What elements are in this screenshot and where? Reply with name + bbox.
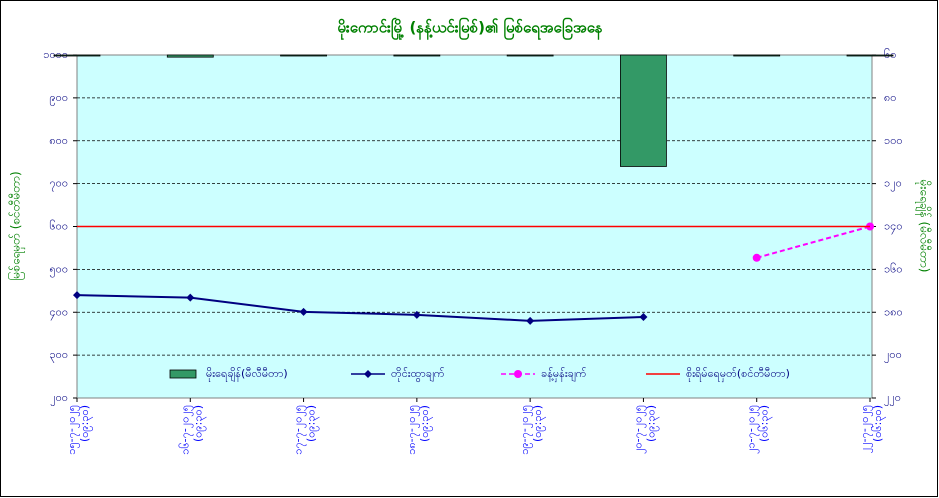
legend-label: ခန့်မှန်းချက် [541, 367, 587, 382]
y2-tick-label: ၁၂၀ [884, 177, 902, 192]
marker [186, 293, 195, 302]
legend-label: တိုင်းထွာချက် [391, 367, 445, 382]
legend-label: မိုးရေချိန်(မီလီမီတာ) [206, 367, 288, 382]
y2-tick-label: ၁၀၀ [884, 134, 903, 147]
line [76, 294, 644, 322]
x-tick-label: ၁၆-၇-၂၀၂၅ [178, 405, 193, 455]
x-tick-label: ၁၅-၇-၂၀၂၅ [65, 405, 80, 455]
x-tick-label: ၂၁-၇-၂၀၂၅ [745, 405, 760, 454]
y-tick-label: ၉၀၀ [49, 91, 68, 106]
y2-tick-label: ၁၄၀ [884, 220, 903, 235]
bar [506, 54, 554, 57]
x-tick-label: (၀၆:၃၀) [758, 405, 773, 442]
y2-tick-label: ၂၀၀ [884, 348, 902, 363]
x-tick-label: (၀၉:၃၀) [305, 405, 320, 442]
legend-marker [514, 370, 522, 378]
bar [280, 54, 327, 57]
y2-tick-label: ၆၀ [884, 48, 896, 61]
bar [733, 54, 781, 57]
marker [299, 307, 308, 316]
y-axis-title: မြစ်ရေမှတ် (စင်တီမီတာ) [7, 171, 26, 280]
bar [620, 54, 667, 167]
x-tick-label: (၀၉:၃၀) [78, 405, 93, 442]
legend-label: စိုးရိမ်ရေမှတ်(စင်တီမီတာ) [686, 367, 790, 382]
y-tick-label: ၁၀၀၀ [43, 48, 68, 61]
x-tick-label: ၂၀-၇-၂၀၂၅ [631, 405, 646, 454]
x-tick-label: ၂၂-၇-၂၀၂၅ [858, 405, 873, 453]
y-tick-label: ၆၀၀ [49, 220, 68, 233]
line [756, 225, 871, 259]
x-tick-label: ၁၈-၇-၂၀၂၅ [405, 405, 420, 455]
marker [526, 316, 535, 325]
bar [846, 54, 894, 57]
y2-tick-label: ၁၈၀ [884, 305, 903, 318]
x-tick-label: (၀၉:၃၀) [418, 405, 433, 442]
x-tick-label: (၀၆:၃၀) [871, 405, 886, 442]
x-tick-label: (၀၉:၃၀) [531, 405, 546, 442]
x-tick-label: (၀၉:၃၀) [191, 405, 206, 442]
y-tick-label: ၄၀၀ [49, 305, 68, 320]
y2-axis-title: မိုးရေချိန် (မီလီမီတာ) [915, 180, 933, 273]
legend-marker [364, 370, 372, 378]
marker [412, 310, 421, 319]
legend-swatch [169, 369, 197, 379]
x-tick-label: (၀၉:၃၀) [644, 405, 659, 442]
y-tick-label: ၃၀၀ [49, 348, 68, 363]
y-tick-label: ၅၀၀ [49, 262, 68, 277]
marker [73, 291, 81, 300]
x-tick-label: ၁၉-၇-၂၀၂၅ [518, 405, 533, 455]
y-tick-label: ၇၀၀ [49, 177, 68, 192]
bar [166, 54, 214, 58]
y2-tick-label: ၁၆၀ [884, 262, 903, 275]
x-tick-label: ၁၇-၇-၂၀၂၅ [292, 405, 307, 455]
bar [53, 54, 101, 57]
y2-tick-label: ၂၂၀ [884, 391, 901, 406]
marker [639, 312, 648, 321]
bar [393, 54, 441, 57]
y-tick-label: ၂၀၀ [50, 391, 68, 406]
marker [752, 253, 761, 262]
y2-tick-label: ၈၀ [884, 91, 896, 104]
y-tick-label: ၈၀၀ [49, 134, 68, 147]
